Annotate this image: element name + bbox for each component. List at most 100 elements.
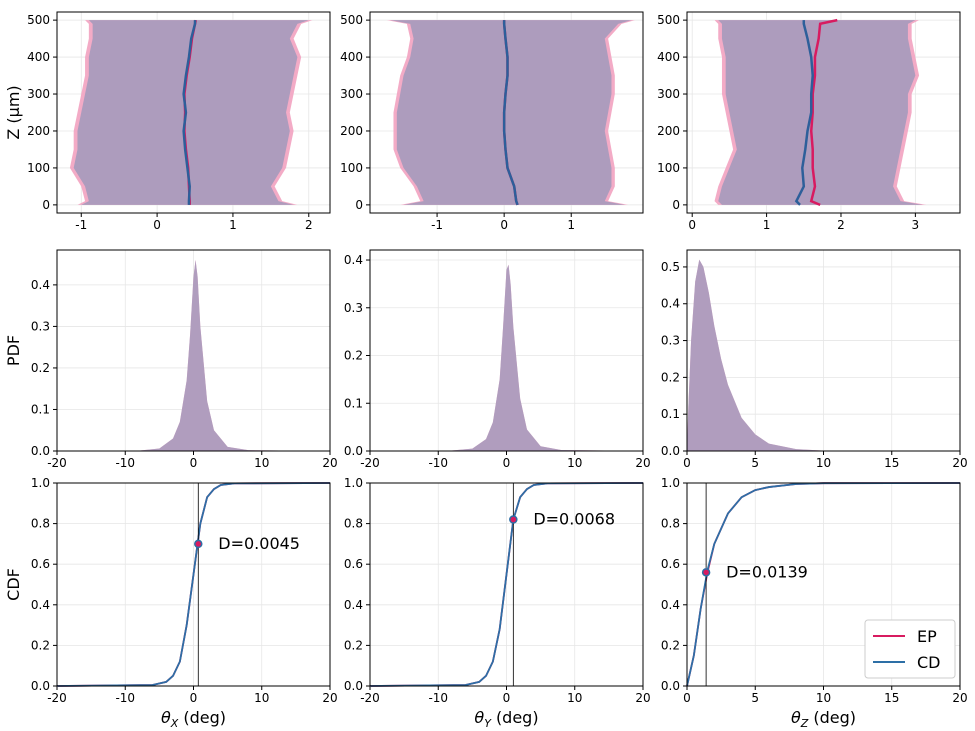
x-tick-label: -10: [428, 456, 448, 470]
x-tick-label: 10: [567, 691, 582, 705]
y-tick-label: 0.4: [31, 278, 50, 292]
annotation: D=0.0139: [726, 562, 808, 581]
x-tick-label: -20: [47, 456, 67, 470]
mean-line: [809, 18, 838, 207]
x-tick-label: 0: [190, 456, 198, 470]
y-tick-label: 100: [27, 161, 50, 175]
x-tick-label: -20: [360, 691, 380, 705]
x-label-symbol: θ: [791, 708, 801, 727]
x-tick-label: 20: [322, 456, 337, 470]
y-tick-label: 0.4: [31, 598, 50, 612]
x-axis-label: θY (deg): [474, 708, 538, 730]
legend-label: EP: [917, 627, 937, 646]
x-tick-label: 5: [751, 456, 759, 470]
y-axis-label: PDF: [4, 335, 23, 366]
y-tick-label: 400: [657, 50, 680, 64]
x-tick-label: 3: [912, 218, 920, 232]
y-tick-label: 0.6: [31, 557, 50, 571]
x-label-sub: X: [170, 717, 179, 730]
legend-label: CD: [917, 653, 941, 672]
panel: -1 0 1 0 100 200 300 400 500: [340, 11, 644, 232]
y-tick-label: 0.3: [661, 334, 680, 348]
y-tick-label: 200: [340, 124, 363, 138]
mean-line: [794, 20, 814, 206]
band: [390, 20, 632, 205]
panel: -20 -10 0 10 20 0.0 0.1 0.2 0.3 0.4: [344, 249, 651, 470]
y-tick-label: 0.2: [31, 638, 50, 652]
x-tick-label: 20: [635, 456, 650, 470]
y-tick-label: 300: [340, 87, 363, 101]
x-tick-label: 2: [837, 218, 845, 232]
axes-frame: [369, 11, 644, 214]
x-tick-label: 0: [153, 218, 161, 232]
y-tick-label: 0.4: [661, 297, 680, 311]
x-tick-label: 0: [683, 456, 691, 470]
x-label-unit: (deg): [813, 708, 856, 727]
y-tick-label: 0.4: [661, 598, 680, 612]
y-tick-label: 0.1: [31, 402, 50, 416]
y-axis-label: Z (μm): [4, 85, 23, 139]
y-tick-label: 1.0: [31, 476, 50, 490]
x-tick-label: 1: [567, 218, 575, 232]
x-label-sub: Y: [484, 717, 492, 730]
axes-frame: [369, 249, 644, 452]
x-label-unit: (deg): [496, 708, 539, 727]
y-tick-label: 0.8: [344, 517, 363, 531]
x-tick-label: 10: [816, 691, 831, 705]
mean-line: [502, 20, 519, 206]
axes-frame: [369, 482, 644, 687]
x-tick-label: -10: [115, 456, 135, 470]
cdf-line: [686, 482, 961, 687]
x-tick-label: 0: [503, 456, 511, 470]
y-tick-label: 0.2: [661, 638, 680, 652]
y-tick-label: 0.3: [344, 301, 363, 315]
pdf-area: [57, 259, 330, 451]
axes-frame: [56, 11, 331, 214]
y-tick-label: 0: [672, 198, 680, 212]
y-tick-label: 0.0: [661, 444, 680, 458]
x-tick-label: 20: [952, 456, 967, 470]
axes-frame: [56, 249, 331, 452]
y-tick-label: 0.0: [661, 679, 680, 693]
x-tick-label: -10: [115, 691, 135, 705]
y-tick-label: 200: [27, 124, 50, 138]
axes-frame: [686, 482, 961, 687]
y-tick-label: 0.1: [661, 407, 680, 421]
x-axis-label: θZ (deg): [791, 708, 856, 730]
pdf-area: [687, 259, 960, 451]
y-tick-label: 500: [657, 13, 680, 27]
band: [73, 20, 309, 205]
x-tick-label: 15: [884, 456, 899, 470]
y-axis-label: CDF: [4, 568, 23, 601]
x-label-sub: Z: [800, 717, 809, 730]
x-tick-label: 0: [190, 691, 198, 705]
y-tick-label: 0.3: [31, 319, 50, 333]
y-tick-label: 0.0: [31, 679, 50, 693]
y-tick-label: 0.2: [344, 349, 363, 363]
panel: -1 0 1 2 0 100 200 300 400 500 Z (μm): [4, 11, 331, 232]
x-tick-label: 5: [751, 691, 759, 705]
x-tick-label: -1: [75, 218, 87, 232]
panel: 0 5 10 15 20 0.0 0.2 0.4 0.6 0.8 1.0 D=0.0139 EP CD θZ…: [661, 476, 968, 730]
y-tick-label: 400: [340, 50, 363, 64]
y-tick-label: 0.0: [344, 444, 363, 458]
x-tick-label: 0: [683, 691, 691, 705]
axes-frame: [56, 482, 331, 687]
x-tick-label: 10: [254, 691, 269, 705]
x-tick-label: -10: [428, 691, 448, 705]
y-tick-label: 200: [657, 124, 680, 138]
y-tick-label: 0.6: [344, 557, 363, 571]
y-tick-label: 100: [340, 161, 363, 175]
y-tick-label: 0.2: [31, 361, 50, 375]
y-tick-label: 1.0: [661, 476, 680, 490]
y-tick-label: 0.1: [344, 396, 363, 410]
legend-box: [864, 619, 956, 679]
x-tick-label: 15: [884, 691, 899, 705]
panel: -20 -10 0 10 20 0.0 0.2 0.4 0.6 0.8 1.0 D=0.0045 CDF…: [4, 476, 338, 730]
cdf-line: [56, 482, 331, 687]
y-tick-label: 0: [355, 198, 363, 212]
y-tick-label: 0.0: [344, 679, 363, 693]
cdf-line: [369, 482, 644, 687]
axes-frame: [686, 11, 961, 214]
y-tick-label: 300: [27, 87, 50, 101]
